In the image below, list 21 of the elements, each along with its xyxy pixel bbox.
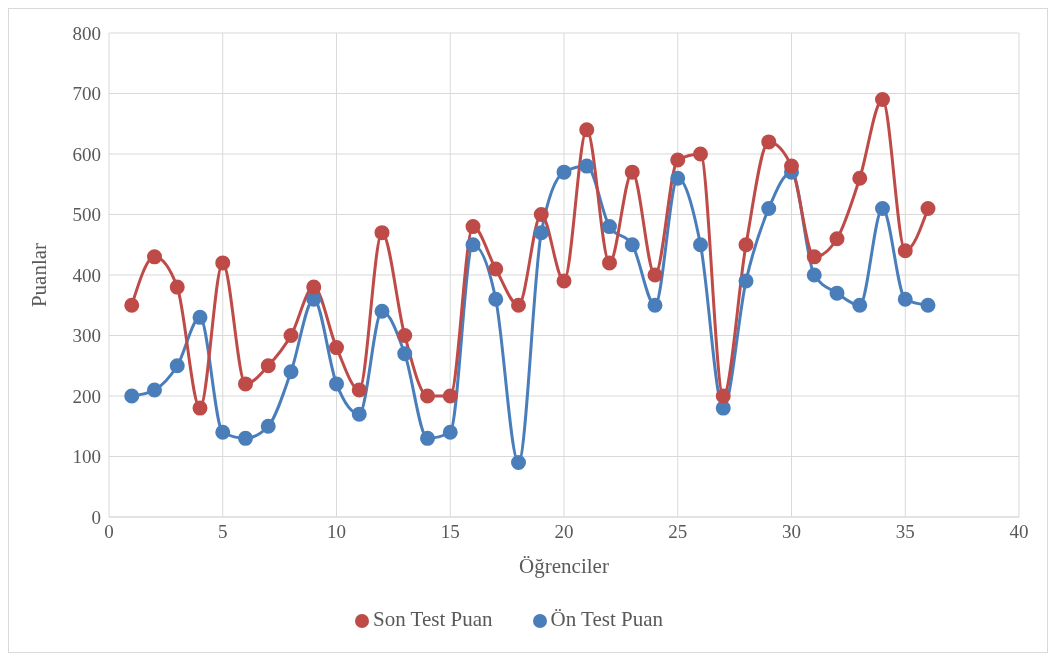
- x-tick-label: 10: [327, 521, 346, 543]
- y-tick-label: 100: [72, 446, 101, 468]
- y-tick-label: 400: [72, 264, 101, 286]
- y-tick-label: 200: [72, 385, 101, 407]
- x-tick-label: 35: [895, 521, 915, 543]
- y-tick-label: 300: [72, 325, 101, 347]
- legend-label: Son Test Puan: [373, 607, 493, 631]
- y-tick-label: 0: [91, 506, 101, 528]
- x-tick-label: 15: [440, 521, 460, 543]
- x-tick-label: 5: [218, 521, 228, 543]
- y-tick-label: 500: [72, 204, 101, 226]
- y-tick-label: 800: [72, 22, 101, 44]
- y-tick-label: 600: [72, 143, 101, 165]
- legend-label: Ön Test Puan: [550, 607, 663, 631]
- x-tick-label: 30: [782, 521, 801, 543]
- x-axis-title: Öğrenciler: [519, 554, 609, 578]
- y-axis-title: Puanlar: [27, 242, 52, 308]
- x-tick-label: 20: [554, 521, 574, 543]
- x-tick-label: 25: [668, 521, 688, 543]
- x-tick-label: 40: [1009, 521, 1029, 543]
- y-tick-label: 700: [72, 83, 101, 105]
